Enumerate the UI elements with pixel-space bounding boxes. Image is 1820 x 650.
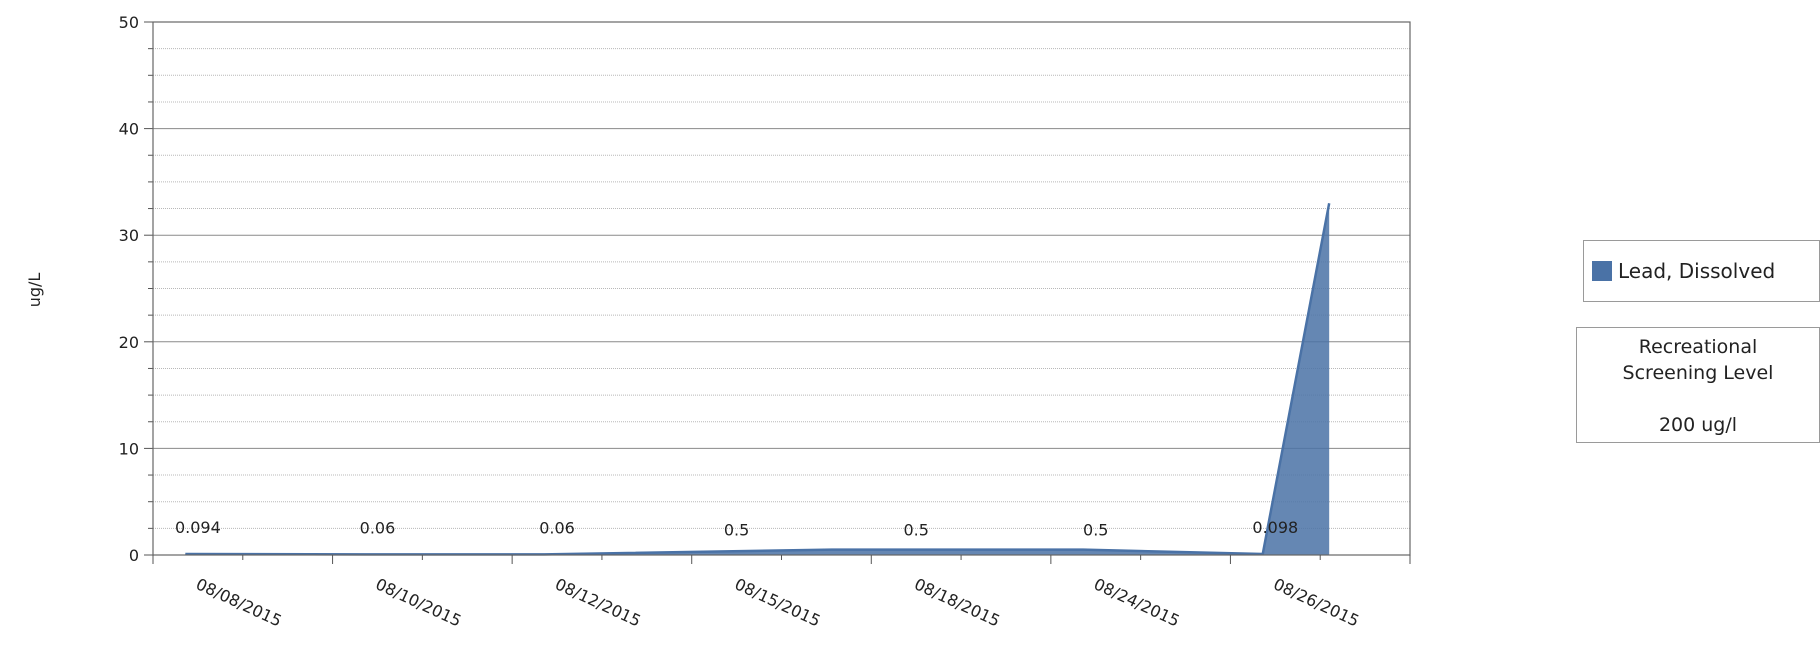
- note-line-3: 200 ug/l: [1658, 414, 1738, 436]
- axes: 0 10 20 30 40 50 08/08/2015 08/10/2015 08/12/201…: [119, 13, 1411, 631]
- note-line-1: Recreational: [1638, 336, 1758, 358]
- series-line: [185, 202, 1331, 556]
- grid-lines: [153, 21, 1410, 556]
- x-tick-label: 08/15/2015: [732, 574, 824, 630]
- y-tick-label: 50: [119, 13, 139, 32]
- x-tick-label: 08/08/2015: [193, 574, 285, 630]
- data-labels: 0.094 0.06 0.06 0.5 0.5 0.5 0.098: [175, 518, 1298, 540]
- y-tick-label: 20: [119, 333, 139, 352]
- data-label: 0.094: [175, 518, 221, 537]
- x-tick-label: 08/26/2015: [1271, 574, 1363, 630]
- series-area-fill: [185, 203, 1330, 555]
- legend: Lead, Dissolved: [1583, 240, 1820, 302]
- x-tick-label: 08/24/2015: [1091, 574, 1183, 630]
- x-tick-label: 08/10/2015: [373, 574, 465, 630]
- x-tick-label: 08/12/2015: [552, 574, 644, 630]
- y-tick-label: 30: [119, 226, 139, 245]
- screening-level-note: Recreational Screening Level 200 ug/l: [1576, 327, 1820, 443]
- data-label: 0.098: [1252, 518, 1298, 537]
- note-gap: [1577, 386, 1819, 412]
- series-area: [185, 202, 1331, 556]
- y-tick-label: 10: [119, 439, 139, 458]
- y-axis-title: ug/L: [25, 273, 44, 308]
- data-label: 0.5: [724, 521, 749, 540]
- x-tick-label: 08/18/2015: [911, 574, 1003, 630]
- legend-swatch-lead: [1592, 261, 1612, 281]
- data-label: 0.06: [539, 518, 575, 537]
- data-label: 0.5: [1083, 521, 1108, 540]
- data-label: 0.06: [360, 518, 396, 537]
- data-label: 0.5: [903, 521, 928, 540]
- y-tick-label: 40: [119, 120, 139, 139]
- y-tick-label: 0: [129, 546, 139, 565]
- note-line-2: Screening Level: [1622, 362, 1774, 384]
- legend-label-lead: Lead, Dissolved: [1618, 259, 1776, 283]
